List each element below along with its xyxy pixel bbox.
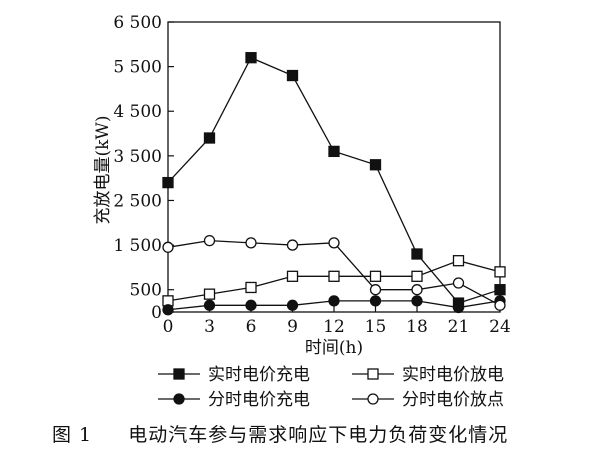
series-4-point (245, 237, 257, 249)
series-3-point (369, 295, 382, 307)
plot-frame (167, 21, 501, 313)
series-4-point (162, 241, 174, 253)
series-4-point (411, 284, 423, 296)
series-1-point (203, 132, 216, 144)
y-tick-label: 5 500 (113, 58, 162, 78)
series-1-point (328, 145, 340, 158)
legend-marker (173, 368, 185, 380)
series-3-point (245, 299, 257, 311)
x-tick-label: 3 (204, 317, 215, 337)
series-3-point (203, 299, 216, 311)
series-3-point (452, 301, 465, 314)
series-1-point (411, 248, 423, 260)
series-2-point (286, 270, 299, 282)
legend-label: 实时电价放电 (402, 365, 504, 385)
series-2-point (203, 288, 216, 300)
series-4-point (203, 234, 216, 247)
y-axis-title: 充放电量(kW) (93, 115, 113, 224)
x-tick-label: 0 (163, 317, 174, 337)
series-layer (162, 52, 506, 316)
series-4-point (494, 299, 506, 311)
series-2-point (328, 270, 340, 282)
y-tick-label: 4 500 (113, 102, 162, 122)
series-4-point (369, 284, 382, 296)
series-1-point (245, 52, 257, 64)
series-2-point (245, 281, 257, 294)
series-4-point (328, 237, 340, 249)
legend-marker (173, 393, 185, 405)
series-3-point (411, 295, 423, 307)
y-tick-label: 6 500 (113, 13, 162, 33)
series-3-point (286, 299, 299, 311)
x-axis-title: 时间(h) (305, 338, 363, 358)
series-2-point (452, 255, 465, 267)
series-2-point (411, 270, 423, 282)
legend-label: 实时电价充电 (208, 365, 310, 385)
y-tick-label: 3 500 (113, 147, 162, 167)
series-2-point (494, 266, 506, 278)
x-tick-label: 15 (365, 317, 387, 337)
x-tick-label: 9 (287, 317, 298, 337)
series-3-point (162, 304, 174, 316)
x-tick-label: 6 (246, 317, 257, 337)
y-tick-label: 2 500 (113, 191, 162, 211)
legend-label: 分时电价充电 (208, 390, 310, 410)
figure-title: 电动汽车参与需求响应下电力负荷变化情况 (128, 424, 509, 446)
series-3-point (328, 295, 340, 307)
x-tick-label: 12 (323, 317, 345, 337)
series-1-point (162, 176, 174, 189)
y-tick-label: 0 (151, 303, 162, 323)
x-tick-label: 18 (406, 317, 428, 337)
series-line-1 (167, 56, 501, 304)
x-tick-label: 21 (448, 317, 470, 337)
figure-label: 图 1 (52, 424, 93, 446)
series-4-point (286, 239, 299, 251)
series-1-point (369, 159, 382, 171)
figure-caption: 图 1 电动汽车参与需求响应下电力负荷变化情况 (52, 420, 508, 447)
legend-marker (367, 368, 379, 380)
x-tick-label: 24 (489, 317, 511, 337)
series-4-point (452, 277, 465, 289)
y-tick-label: 1 500 (113, 236, 162, 256)
series-2-point (369, 270, 382, 282)
series-1-point (494, 284, 506, 296)
y-tick-label: 500 (130, 281, 162, 301)
series-1-point (286, 69, 299, 82)
legend-marker (367, 393, 379, 405)
legend-label: 分时电价放点 (402, 390, 504, 410)
